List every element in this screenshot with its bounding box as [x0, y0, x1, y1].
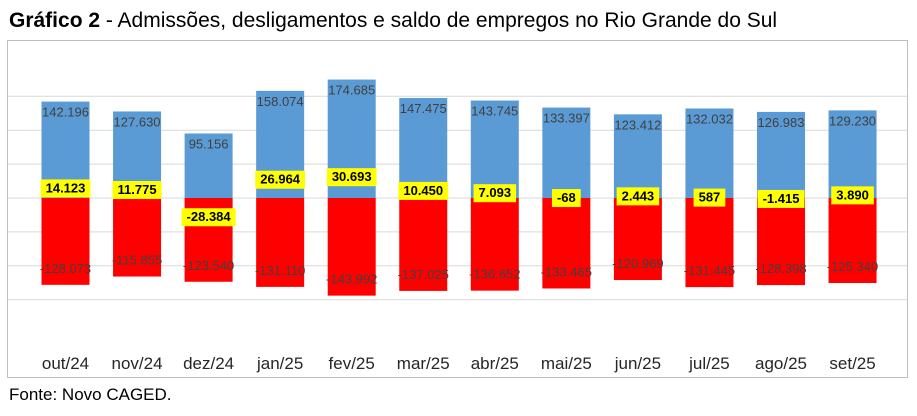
admissoes-label: 95.156: [189, 136, 229, 151]
x-tick-label: abr/25: [471, 354, 519, 373]
desligamentos-bar: [685, 198, 734, 288]
desligamentos-bar: [828, 198, 877, 283]
saldo-label: 26.964: [260, 172, 301, 187]
saldo-label: 3.890: [836, 187, 869, 202]
saldo-label: -28.384: [187, 209, 232, 224]
admissoes-bar: [470, 100, 519, 198]
x-tick-label: fev/25: [329, 354, 375, 373]
saldo-box: [831, 186, 874, 205]
admissoes-label: 133.397: [543, 111, 590, 126]
saldo-box: [112, 181, 162, 200]
desligamentos-bar: [399, 198, 448, 291]
x-tick-label: mai/25: [541, 354, 592, 373]
chart-frame: 142.196 -128.073 14.123 127.630 -115.855 11.7…: [7, 40, 908, 378]
saldo-label: 2.443: [622, 188, 655, 203]
admissoes-bar: [184, 133, 233, 198]
desligamentos-label: -131.110: [255, 263, 305, 278]
saldo-box: [473, 184, 517, 203]
saldo-box: [693, 188, 726, 207]
desligamentos-label: -136.652: [469, 267, 520, 282]
x-tick-label: ago/25: [755, 354, 807, 373]
admissoes-label: 126.983: [758, 115, 805, 130]
saldo-label: 587: [699, 190, 721, 205]
x-tick-label: mar/25: [397, 354, 450, 373]
desligamentos-label: -115.855: [112, 253, 162, 268]
chart-svg: 142.196 -128.073 14.123 127.630 -115.855 11.7…: [8, 79, 907, 373]
desligamentos-bar: [113, 198, 162, 277]
desligamentos-label: -143.992: [326, 272, 377, 287]
saldo-label: -68: [557, 190, 576, 205]
saldo-label: 7.093: [479, 185, 512, 200]
desligamentos-bar: [757, 198, 805, 286]
desligamentos-label: -125.340: [827, 259, 878, 274]
chart-title-rest: - Admissões, desligamentos e saldo de em…: [100, 9, 778, 32]
saldo-box: [551, 189, 581, 208]
desligamentos-bar: [613, 198, 662, 281]
admissoes-label: 127.630: [114, 114, 161, 129]
saldo-label: 11.775: [118, 182, 157, 197]
admissoes-label: 129.230: [829, 113, 876, 128]
desligamentos-label: -128.398: [755, 261, 806, 276]
saldo-box: [616, 187, 660, 206]
source-note: Fonte: Novo CAGED.: [9, 385, 172, 404]
desligamentos-label: -131.445: [684, 263, 735, 278]
desligamentos-bar: [327, 198, 376, 296]
desligamentos-bar: [41, 198, 90, 285]
desligamentos-label: -128.073: [40, 261, 91, 276]
admissoes-label: 158.074: [257, 94, 304, 109]
admissoes-bar: [757, 111, 805, 198]
x-tick-label: jun/25: [614, 354, 661, 373]
saldo-box: [181, 208, 236, 227]
admissoes-label: 147.475: [400, 101, 447, 116]
saldo-box: [255, 170, 306, 189]
admissoes-label: 142.196: [42, 105, 89, 120]
x-tick-label: set/25: [829, 354, 875, 373]
admissoes-label: 132.032: [686, 111, 733, 126]
desligamentos-label: -133.465: [541, 264, 592, 279]
x-tick-label: nov/24: [112, 354, 163, 373]
admissoes-label: 143.745: [471, 104, 518, 119]
desligamentos-bar: [256, 198, 305, 287]
x-tick-label: dez/24: [183, 354, 234, 373]
saldo-label: -1.415: [763, 191, 800, 206]
desligamentos-label: -120.969: [612, 256, 663, 271]
admissoes-label: 123.412: [614, 117, 661, 132]
desligamentos-bar: [542, 198, 591, 289]
x-tick-label: jan/25: [256, 354, 303, 373]
saldo-box: [326, 168, 377, 187]
chart-title-bold: Gráfico 2: [9, 9, 101, 32]
saldo-box: [40, 179, 91, 198]
saldo-label: 10.450: [403, 183, 443, 198]
admissoes-bar: [685, 108, 734, 198]
saldo-box: [757, 189, 805, 208]
admissoes-bar: [828, 110, 877, 198]
desligamentos-label: -123.540: [183, 258, 234, 273]
admissoes-bar: [399, 98, 448, 198]
chart-title: Gráfico 2 - Admissões, desligamentos e s…: [9, 9, 777, 33]
x-tick-label: out/24: [42, 354, 89, 373]
saldo-label: 14.123: [46, 180, 86, 195]
desligamentos-label: -137.025: [398, 267, 449, 282]
desligamentos-bar: [470, 198, 519, 291]
admissoes-bar: [542, 107, 591, 198]
x-tick-label: jul/25: [688, 354, 730, 373]
admissoes-bar: [613, 114, 662, 198]
saldo-label: 30.693: [332, 169, 372, 184]
saldo-box: [398, 181, 449, 200]
admissoes-label: 174.685: [328, 83, 375, 98]
